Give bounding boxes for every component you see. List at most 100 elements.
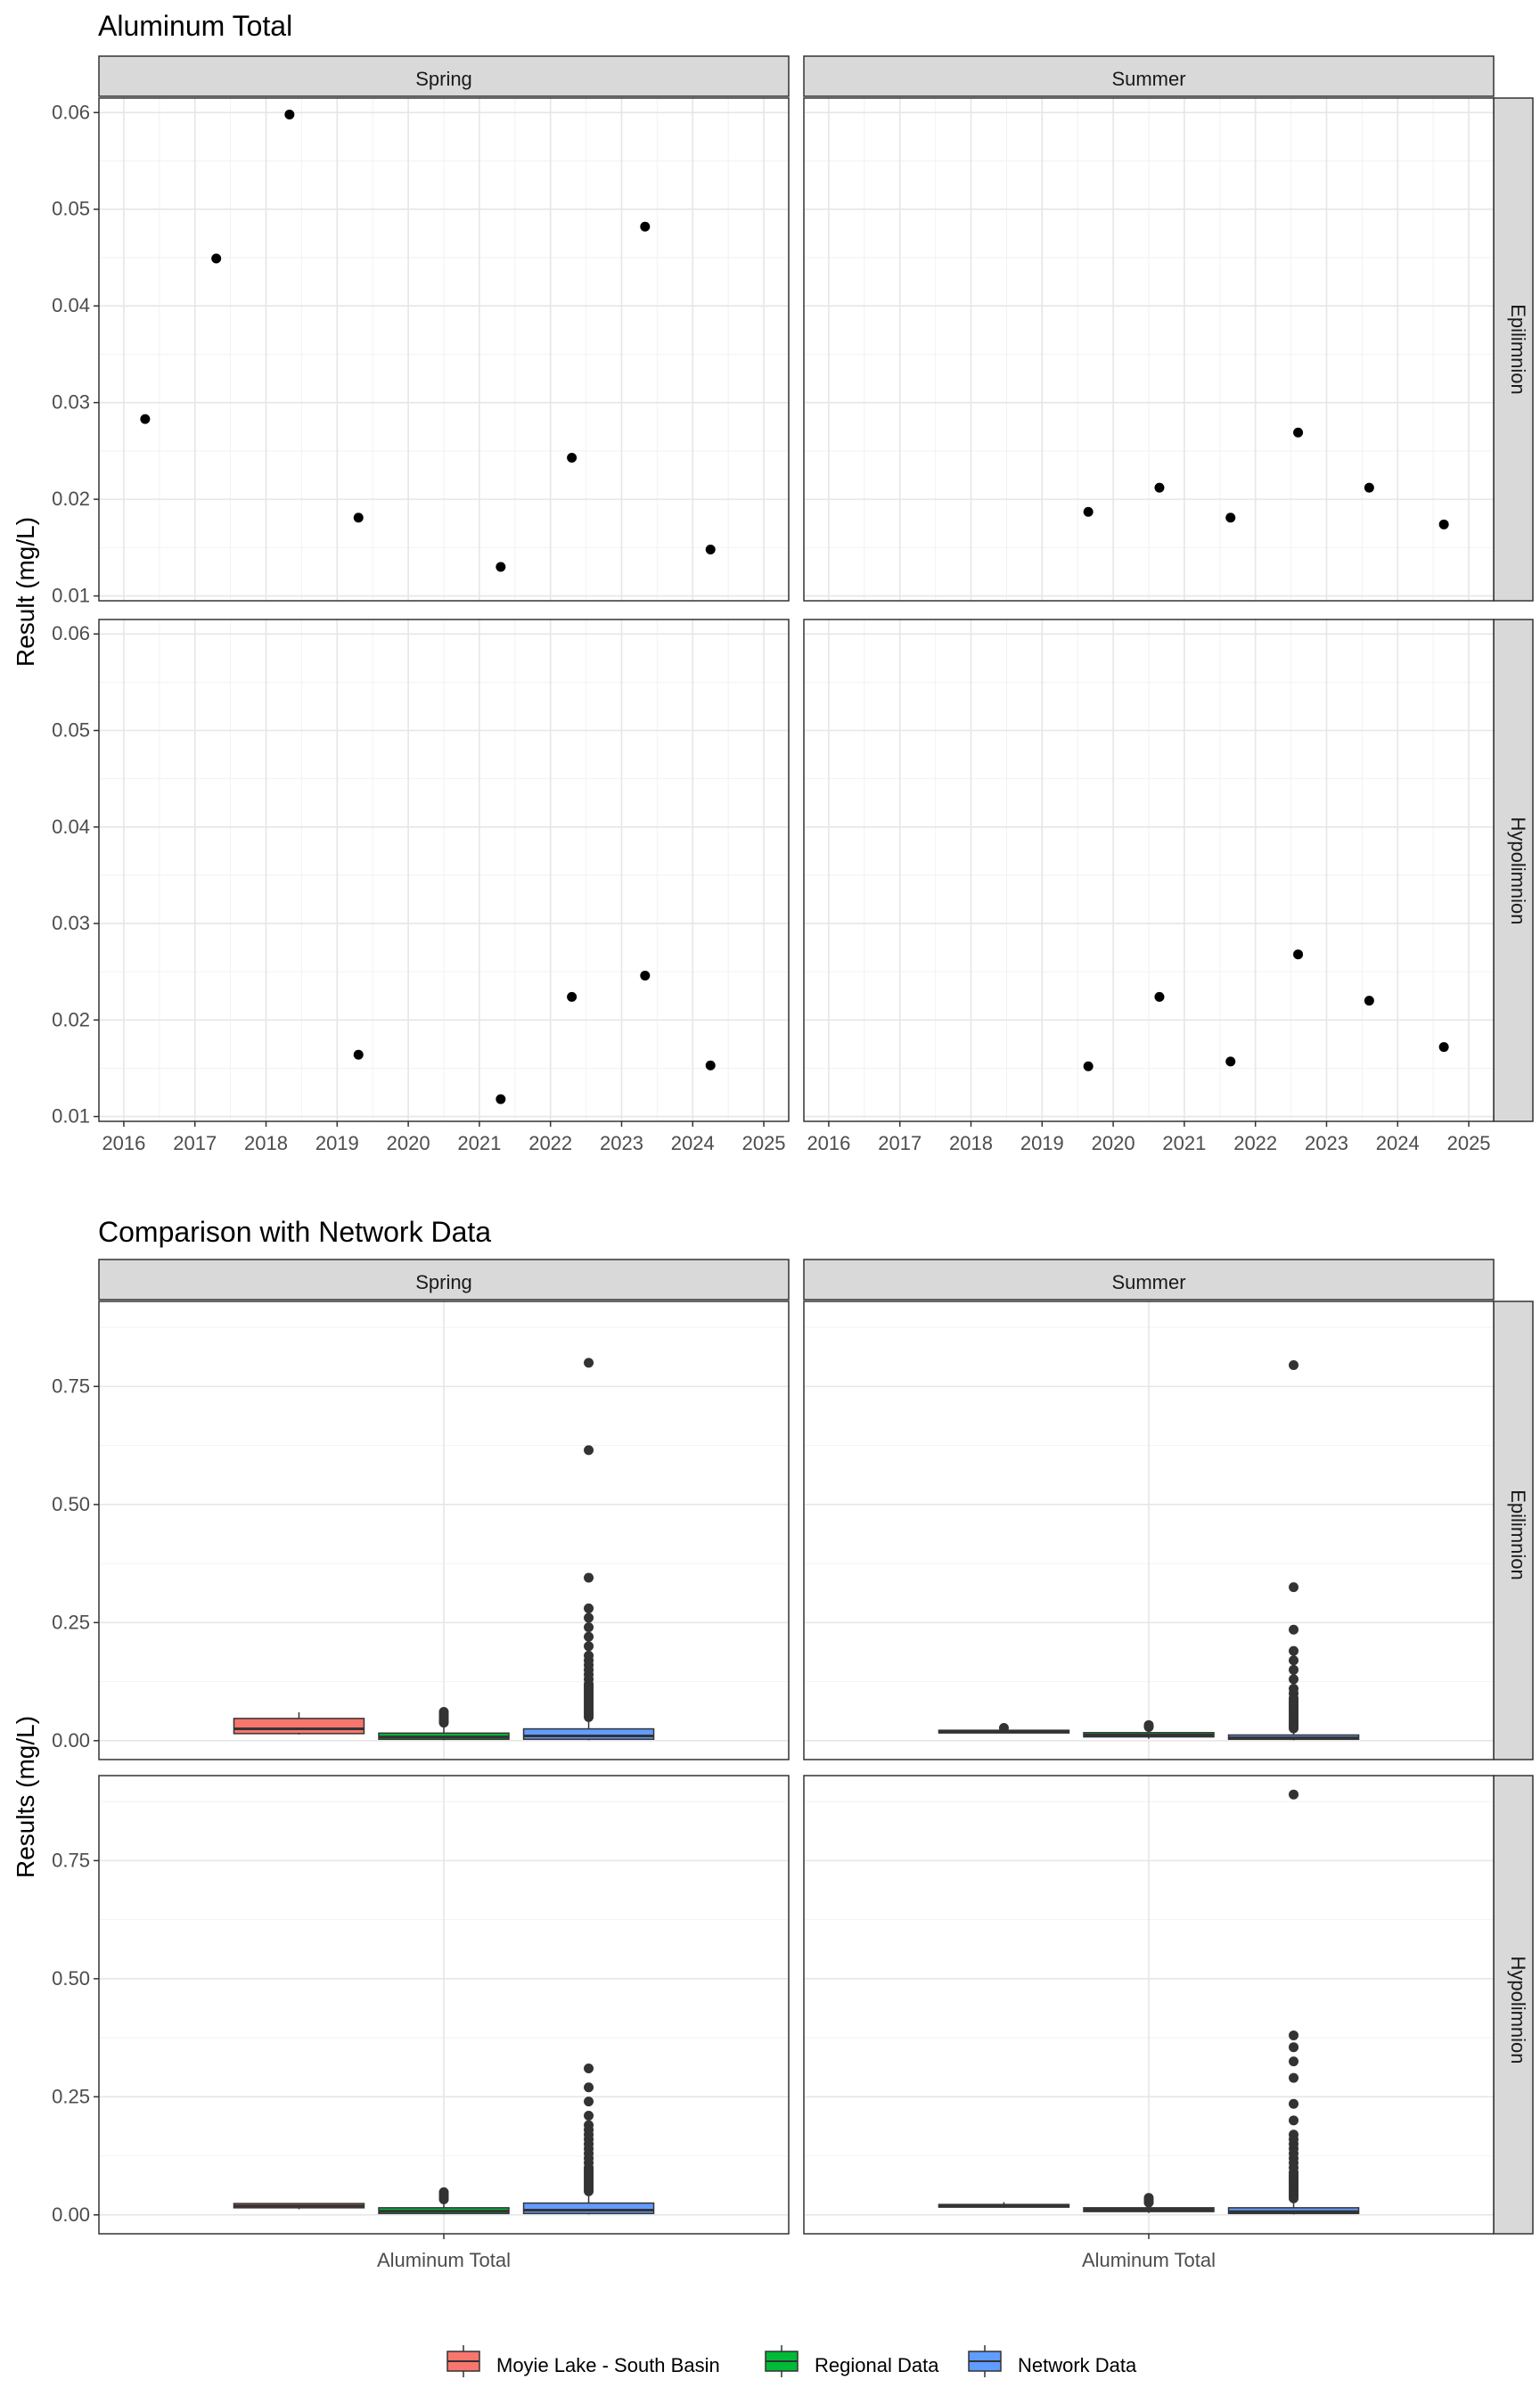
outlier-point <box>1143 1719 1154 1730</box>
outlier-point <box>584 2082 594 2093</box>
x-tick-label: 2019 <box>1020 1132 1064 1154</box>
y-tick-label: 0.50 <box>52 1967 90 1990</box>
x-tick-label: 2024 <box>1376 1132 1420 1154</box>
outlier-point <box>1289 1582 1299 1593</box>
box-body <box>522 2202 655 2214</box>
outlier-point <box>998 1722 1009 1733</box>
box-regional-data <box>378 1706 510 1741</box>
data-point <box>211 253 222 264</box>
x-tick-label: 2016 <box>807 1132 850 1154</box>
legend-key-network-data <box>968 2345 1002 2377</box>
outlier-point <box>438 2187 449 2197</box>
data-point <box>705 545 716 555</box>
x-tick-label: 2024 <box>671 1132 715 1154</box>
y-tick-label: 0.25 <box>52 1611 90 1633</box>
strip-label-epilimnion: Epilimnion <box>1507 304 1529 395</box>
box-regional-data <box>378 2187 510 2215</box>
strip-label-hypolimnion: Hypolimnion <box>1507 1956 1529 2064</box>
y-tick-label: 0.06 <box>52 622 90 644</box>
outlier-point <box>1289 2129 1299 2140</box>
outlier-point <box>1289 1684 1299 1694</box>
panel-spring-hypolimnion: 0.00 0.25 0.50 0.75 <box>52 1775 790 2239</box>
legend-label-regional-data: Regional Data <box>815 2354 939 2376</box>
strip-summer <box>803 1259 1495 1301</box>
x-tick-label: 2017 <box>173 1132 217 1154</box>
data-point <box>1083 1061 1094 1071</box>
data-point <box>640 971 651 981</box>
x-tick-label: 2017 <box>878 1132 922 1154</box>
panel-border <box>803 97 1495 602</box>
data-point <box>1154 991 1165 1002</box>
y-tick-label: 0.04 <box>52 816 90 838</box>
strip-label-summer: Summer <box>1111 68 1185 90</box>
x-category-label: Aluminum Total <box>1082 2249 1216 2271</box>
data-point <box>1364 996 1374 1006</box>
outlier-point <box>1143 2193 1154 2203</box>
data-point <box>353 513 364 523</box>
strip-epilimnion <box>1493 97 1534 602</box>
y-tick-label: 0.03 <box>52 391 90 414</box>
y-tick-label: 0.50 <box>52 1493 90 1515</box>
y-tick-label: 0.25 <box>52 2085 90 2107</box>
outlier-point <box>1289 1655 1299 1666</box>
data-point <box>1083 506 1094 517</box>
outlier-point <box>1289 1789 1299 1800</box>
y-tick-label: 0.00 <box>52 2203 90 2226</box>
panel-border <box>98 97 790 602</box>
panel-border <box>98 619 790 1122</box>
x-tick-label: 2021 <box>1162 1132 1206 1154</box>
chart-title-aluminum-total: Aluminum Total <box>98 10 292 42</box>
x-tick-label: 2020 <box>1092 1132 1135 1154</box>
x-tick-label: 2018 <box>244 1132 288 1154</box>
x-tick-label: 2025 <box>742 1132 786 1154</box>
outlier-point <box>1289 2115 1299 2126</box>
outlier-point <box>1289 2072 1299 2083</box>
box-network-data <box>522 1358 655 1741</box>
data-point <box>567 452 578 463</box>
legend: Moyie Lake - South Basin Regional Data N… <box>446 2345 1137 2377</box>
outlier-point <box>438 1706 449 1717</box>
panel-spring-epilimnion: 0.00 0.25 0.50 0.75 <box>52 1301 790 1760</box>
strip-spring <box>98 1259 790 1301</box>
x-tick-label: 2016 <box>102 1132 145 1154</box>
strip-label-spring: Spring <box>415 1271 472 1293</box>
box-network-data <box>1227 1360 1360 1741</box>
data-point <box>1364 482 1374 493</box>
outlier-point <box>1289 1674 1299 1685</box>
outlier-point <box>1289 1360 1299 1371</box>
box-network-data <box>522 2064 655 2215</box>
y-tick-label: 0.75 <box>52 1374 90 1397</box>
outlier-point <box>584 2064 594 2074</box>
outlier-point <box>584 1622 594 1633</box>
y-tick-label: 0.75 <box>52 1849 90 1871</box>
data-point <box>496 562 506 572</box>
data-point <box>1293 427 1304 438</box>
outlier-point <box>584 2111 594 2121</box>
legend-label-moyie-lake: Moyie Lake - South Basin <box>496 2354 720 2376</box>
y-tick-label: 0.02 <box>52 488 90 510</box>
outlier-point <box>1289 1645 1299 1656</box>
legend-label-network-data: Network Data <box>1018 2354 1137 2376</box>
outlier-point <box>1289 2030 1299 2040</box>
data-point <box>1225 1056 1236 1067</box>
strip-spring <box>98 55 790 97</box>
x-tick-label: 2022 <box>528 1132 572 1154</box>
outlier-point <box>584 2096 594 2107</box>
y-axis-title-result: Result (mg/L) <box>12 517 39 667</box>
y-tick-label: 0.01 <box>52 1105 90 1128</box>
strip-summer <box>803 55 1495 97</box>
box-regional-data <box>1083 2193 1215 2213</box>
x-tick-label: 2022 <box>1233 1132 1277 1154</box>
panel-summer-epilimnion <box>803 1301 1495 1760</box>
outlier-point <box>584 1631 594 1642</box>
data-point <box>1225 513 1236 523</box>
box-regional-data <box>1083 1719 1215 1739</box>
box-moyie-lake-south-basin <box>233 2203 365 2210</box>
panel-border <box>803 619 1495 1122</box>
strips-chart-1 <box>98 55 1534 1122</box>
x-tick-label: 2025 <box>1447 1132 1491 1154</box>
strip-epilimnion <box>1493 1301 1534 1760</box>
panel-summer-hypolimnion <box>803 1775 1495 2239</box>
data-point <box>1293 949 1304 960</box>
